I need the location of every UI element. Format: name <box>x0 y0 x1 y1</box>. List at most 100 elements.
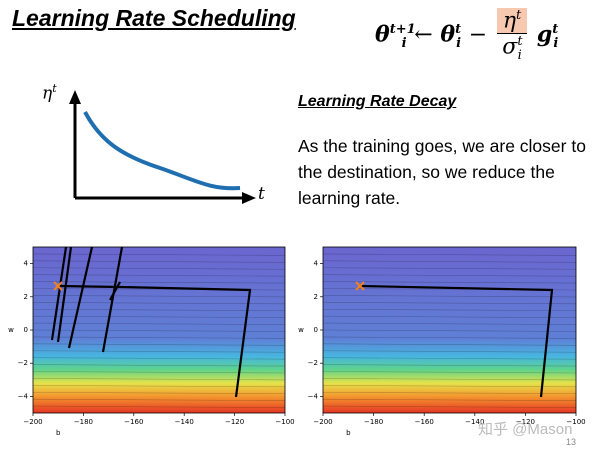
y-tick-label: −2 <box>18 359 28 367</box>
symbol: σ <box>502 34 518 60</box>
x-tick-label: −180 <box>364 418 383 426</box>
contour-line <box>32 364 286 367</box>
contour-line <box>322 357 577 360</box>
contour-line <box>32 274 286 277</box>
y-tick-label: 2 <box>24 293 28 301</box>
trajectory <box>101 246 124 353</box>
trajectory <box>50 246 68 341</box>
contour-line <box>322 295 577 298</box>
y-tick-label: 4 <box>314 260 319 268</box>
contour-line <box>322 267 577 270</box>
contour-line <box>32 391 286 395</box>
contour-line <box>32 350 286 353</box>
symbol: η <box>42 83 53 104</box>
heading: Learning Rate Decay <box>298 93 457 110</box>
superscript: t+1 <box>389 22 416 38</box>
contour-line <box>32 378 286 381</box>
contour-line <box>32 308 286 312</box>
x-tick-label: −200 <box>313 418 332 426</box>
start-marker <box>53 281 63 291</box>
contour-line <box>322 336 577 339</box>
contour-line <box>322 385 577 388</box>
start-marker <box>355 281 365 291</box>
contour-background <box>33 247 285 413</box>
contour-line <box>322 343 577 346</box>
y-tick-label: 0 <box>24 326 28 334</box>
contour-line <box>322 405 577 408</box>
sketch-x-label: t <box>258 184 265 204</box>
superscript: t <box>517 34 523 50</box>
minus: − <box>468 22 488 48</box>
symbol: θ <box>375 21 390 48</box>
superscript: t <box>552 22 559 38</box>
arrow: ← <box>414 22 433 48</box>
slide-title: Learning Rate Scheduling <box>12 5 296 31</box>
contour-line <box>32 371 286 374</box>
y-tick-label: −4 <box>308 392 319 400</box>
contour-line <box>322 274 577 277</box>
subscript: i <box>553 35 559 51</box>
arrowhead <box>242 192 256 204</box>
superscript: t <box>516 8 522 23</box>
page-number: 13 <box>566 437 577 447</box>
trajectory <box>359 284 554 398</box>
contour-line <box>32 357 286 360</box>
y-tick-label: 4 <box>24 260 29 268</box>
contour-line <box>32 281 286 284</box>
fraction: ηt σti <box>496 8 528 64</box>
contour-background <box>323 247 576 413</box>
y-axis-label: w <box>298 326 304 334</box>
body-text: As the training goes, we are closer to t… <box>298 136 586 208</box>
contour-line <box>322 302 577 305</box>
watermark: 知乎 @Mason <box>478 421 573 438</box>
contour-line <box>32 385 286 388</box>
x-tick-label: −160 <box>415 418 434 426</box>
subscript: i <box>401 35 407 51</box>
contour-line <box>32 260 286 263</box>
x-axis-label: b <box>346 429 351 437</box>
contour-line <box>322 329 577 332</box>
x-tick-label: −100 <box>566 418 585 426</box>
symbol: θ <box>440 21 456 48</box>
y-tick-label: −2 <box>308 359 318 367</box>
trajectory <box>109 281 121 301</box>
contour-line <box>32 302 286 305</box>
y-tick-label: 0 <box>314 326 318 334</box>
arrowhead <box>69 90 81 104</box>
contour-line <box>322 253 577 256</box>
contour-line <box>322 322 577 325</box>
y-axis-label: w <box>8 326 14 334</box>
y-tick-label: 2 <box>314 293 318 301</box>
subscript: i <box>517 48 522 64</box>
subscript: i <box>456 35 462 51</box>
contour-line <box>322 350 577 353</box>
contour-line <box>32 267 286 270</box>
contour-line <box>322 371 577 374</box>
x-tick-label: −140 <box>465 418 484 426</box>
contour-line <box>322 364 577 367</box>
contour-line <box>322 260 577 263</box>
sketch <box>69 90 256 204</box>
trajectory <box>57 284 252 398</box>
x-tick-label: −120 <box>516 418 535 426</box>
sketch-y-label: ηt <box>42 82 57 104</box>
superscript: t <box>455 22 462 38</box>
x-tick-label: −100 <box>275 418 294 426</box>
contour-line <box>32 295 286 298</box>
contour-line <box>322 308 577 312</box>
contour-line <box>32 398 286 401</box>
contour-line <box>322 378 577 381</box>
contour-line <box>322 391 577 395</box>
x-axis-label: b <box>56 429 61 437</box>
contour-line <box>32 329 286 332</box>
x-tick-label: −160 <box>124 418 143 426</box>
formula: θt+1i ← θti − ηt σti gti <box>375 8 558 63</box>
x-tick-label: −200 <box>23 418 42 426</box>
contour-line <box>322 281 577 284</box>
plots: −200 −180 −160 −140 −120 −100 −4 −2 0 2 4 b w −200 −18… <box>8 246 586 437</box>
x-tick-label: −120 <box>225 418 244 426</box>
trajectory <box>56 246 73 343</box>
symbol: η <box>502 8 516 34</box>
contour-line <box>322 398 577 401</box>
